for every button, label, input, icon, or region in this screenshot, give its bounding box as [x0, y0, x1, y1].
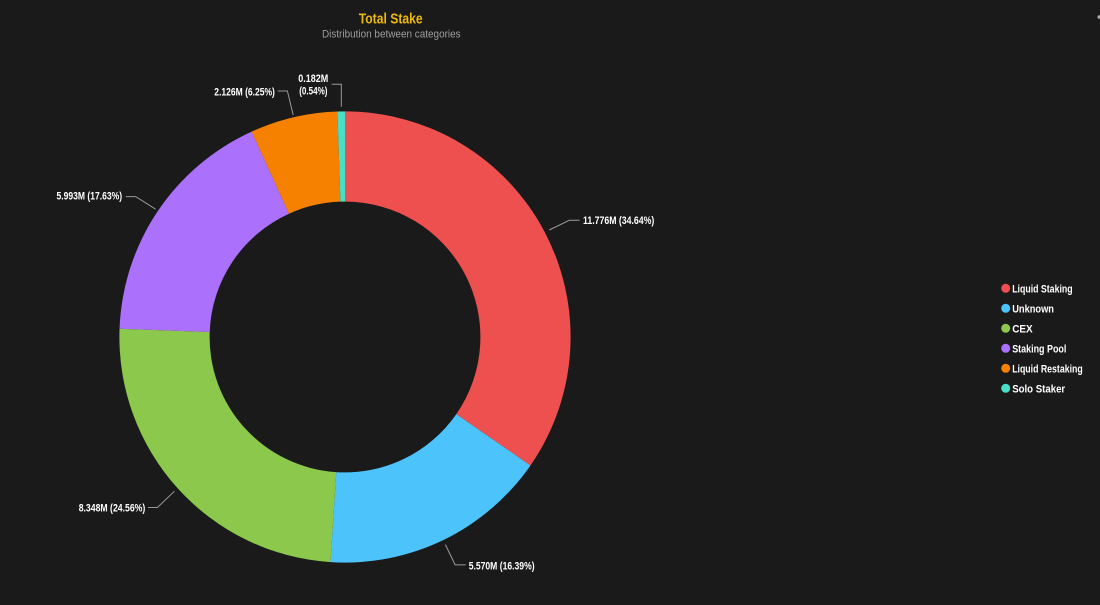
- svg-text:Distribution between categorie: Distribution between categories: [322, 29, 461, 41]
- svg-text:Liquid Restaking: Liquid Restaking: [1012, 363, 1082, 375]
- svg-text:2.126M (6.25%): 2.126M (6.25%): [214, 87, 275, 99]
- svg-text:(0.54%): (0.54%): [299, 86, 328, 98]
- svg-text:Total Stake: Total Stake: [359, 11, 423, 27]
- svg-text:Liquid Staking: Liquid Staking: [1012, 283, 1072, 295]
- svg-text:8.348M (24.56%): 8.348M (24.56%): [79, 503, 146, 515]
- svg-text:11.776M (34.64%): 11.776M (34.64%): [583, 215, 655, 227]
- svg-text:5.993M (17.63%): 5.993M (17.63%): [57, 191, 123, 203]
- svg-text:Unknown: Unknown: [1012, 303, 1054, 315]
- svg-text:0.182M: 0.182M: [298, 73, 328, 85]
- svg-text:CEX: CEX: [1012, 323, 1033, 335]
- svg-text:Staking Pool: Staking Pool: [1012, 343, 1066, 355]
- svg-text:Solo Staker: Solo Staker: [1012, 383, 1066, 395]
- svg-text:5.570M (16.39%): 5.570M (16.39%): [469, 561, 535, 573]
